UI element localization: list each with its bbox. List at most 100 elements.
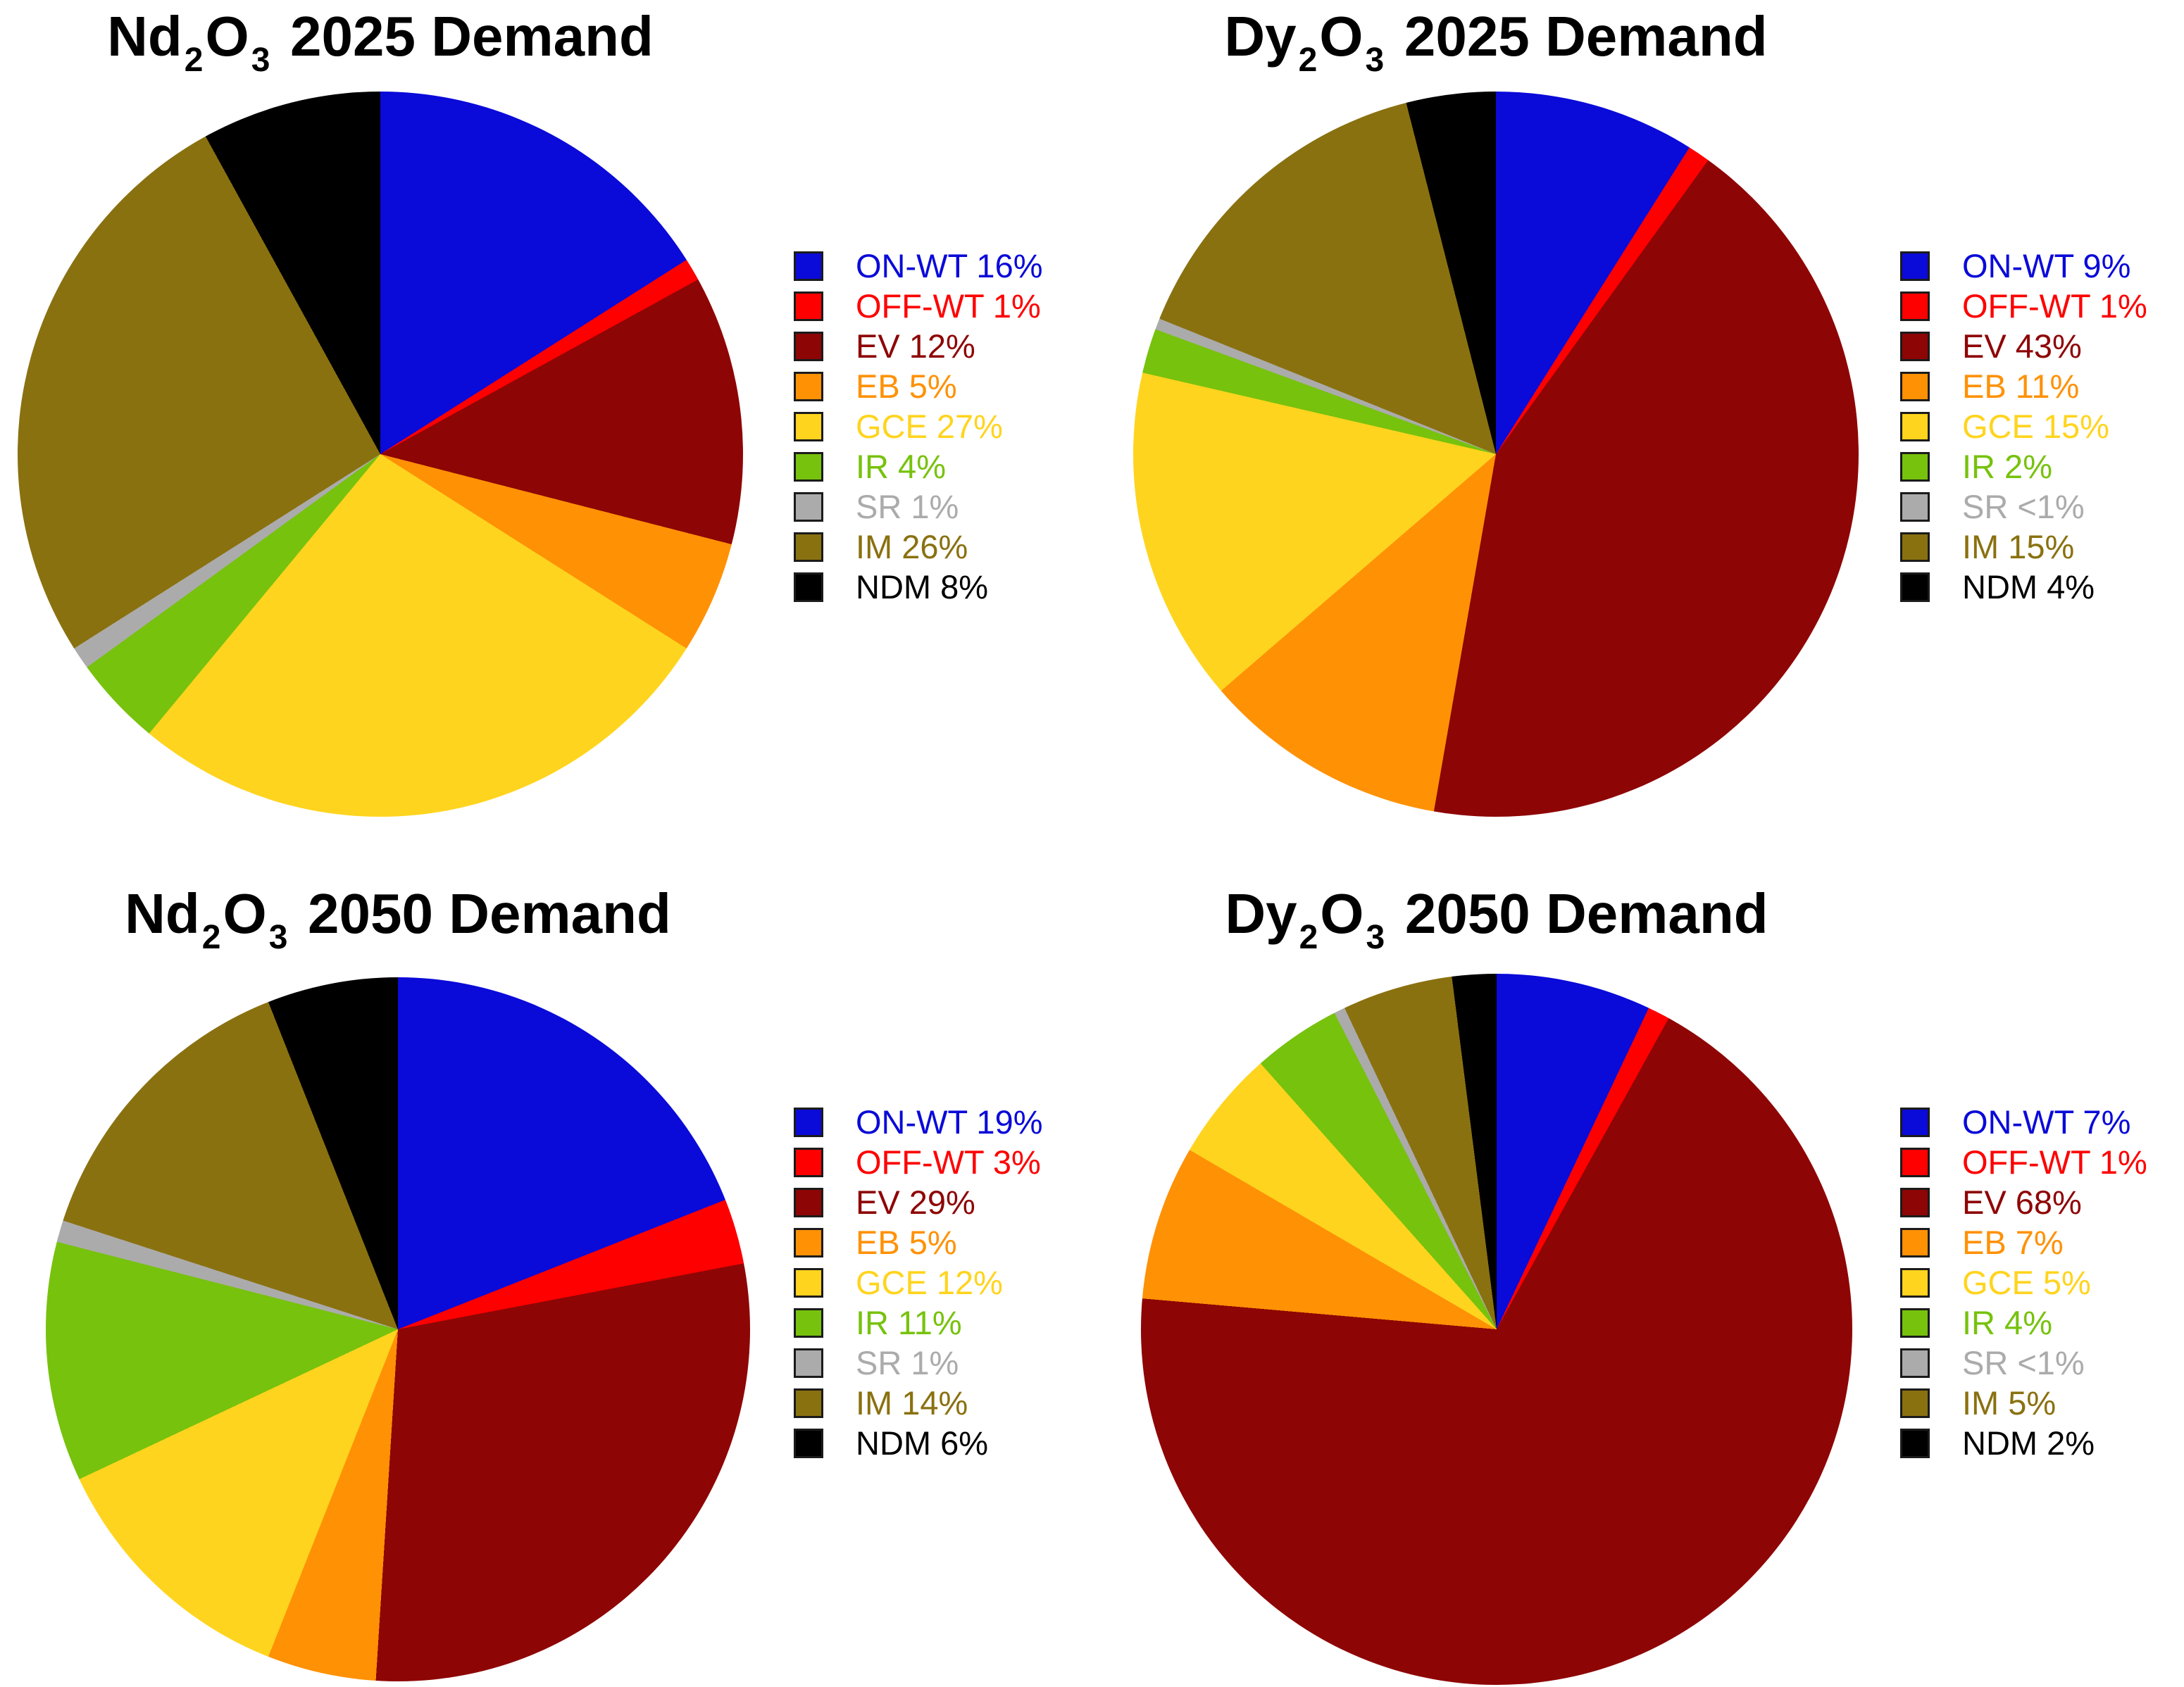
title-subscript: 2 bbox=[184, 41, 204, 79]
legend-nd2o3-2025: ON-WT 16% OFF-WT 1% EV 12% EB 5% GCE 27% IR 4… bbox=[794, 246, 1043, 607]
title-formula-element: Nd bbox=[125, 882, 200, 945]
title-rest: 2050 Demand bbox=[308, 882, 671, 945]
legend-item-gce: GCE 12% bbox=[794, 1262, 1043, 1303]
legend-label: IR 4% bbox=[1962, 1304, 2052, 1341]
legend-label: NDM 8% bbox=[856, 568, 989, 606]
legend-swatch-icon bbox=[794, 1348, 823, 1378]
legend-dy2o3-2050: ON-WT 7% OFF-WT 1% EV 68% EB 7% GCE 5% IR 4% S… bbox=[1900, 1102, 2147, 1463]
title-subscript: 3 bbox=[1366, 918, 1385, 956]
legend-item-sr: SR <1% bbox=[1900, 1343, 2147, 1383]
legend-label: OFF-WT 3% bbox=[856, 1143, 1041, 1181]
legend-item-ev: EV 43% bbox=[1900, 326, 2147, 366]
legend-swatch-icon bbox=[1900, 1147, 1930, 1177]
legend-swatch-icon bbox=[794, 1147, 823, 1177]
legend-label: EB 11% bbox=[1962, 368, 2080, 405]
legend-label: NDM 6% bbox=[856, 1424, 989, 1462]
legend-item-off-wt: OFF-WT 1% bbox=[1900, 286, 2147, 326]
title-formula-element: O bbox=[205, 5, 249, 68]
legend-item-eb: EB 11% bbox=[1900, 366, 2147, 406]
legend-item-ev: EV 12% bbox=[794, 326, 1043, 366]
legend-item-ir: IR 11% bbox=[794, 1303, 1043, 1343]
legend-label: NDM 4% bbox=[1962, 568, 2095, 606]
legend-label: GCE 12% bbox=[856, 1264, 1003, 1301]
legend-label: EB 5% bbox=[856, 368, 957, 405]
legend-swatch-icon bbox=[1900, 251, 1930, 281]
legend-item-ir: IR 4% bbox=[794, 446, 1043, 487]
pie-chart-nd2o3-2025 bbox=[18, 92, 743, 817]
legend-swatch-icon bbox=[1900, 532, 1930, 562]
title-subscript: 3 bbox=[268, 918, 288, 956]
legend-label: IR 4% bbox=[856, 448, 946, 485]
legend-label: SR <1% bbox=[1962, 1344, 2085, 1381]
legend-item-ev: EV 29% bbox=[794, 1182, 1043, 1222]
legend-item-gce: GCE 15% bbox=[1900, 406, 2147, 446]
legend-item-ev: EV 68% bbox=[1900, 1182, 2147, 1222]
pie-chart-dy2o3-2050 bbox=[1141, 974, 1852, 1685]
legend-swatch-icon bbox=[794, 532, 823, 562]
chart-title-dy2o3-2025: Dy2O3 2025 Demand bbox=[1133, 7, 1859, 78]
legend-label: OFF-WT 1% bbox=[1962, 1143, 2147, 1181]
legend-swatch-icon bbox=[1900, 331, 1930, 361]
legend-swatch-icon bbox=[1900, 371, 1930, 401]
legend-label: EV 29% bbox=[856, 1184, 975, 1221]
legend-swatch-icon bbox=[1900, 1307, 1930, 1338]
legend-item-ndm: NDM 2% bbox=[1900, 1423, 2147, 1463]
legend-label: EV 43% bbox=[1962, 327, 2082, 365]
legend-item-gce: GCE 27% bbox=[794, 406, 1043, 446]
title-formula-element: Nd bbox=[107, 5, 182, 68]
pie-chart-nd2o3-2050 bbox=[46, 977, 750, 1681]
legend-swatch-icon bbox=[1900, 1107, 1930, 1137]
legend-label: GCE 5% bbox=[1962, 1264, 2091, 1301]
legend-swatch-icon bbox=[794, 1107, 823, 1137]
legend-swatch-icon bbox=[794, 251, 823, 281]
chart-title-dy2o3-2050: Dy2O3 2050 Demand bbox=[1141, 884, 1852, 955]
legend-label: OFF-WT 1% bbox=[856, 287, 1041, 325]
legend-item-on-wt: ON-WT 19% bbox=[794, 1102, 1043, 1142]
title-formula-element: O bbox=[223, 882, 267, 945]
legend-label: EV 68% bbox=[1962, 1184, 2082, 1221]
legend-item-sr: SR 1% bbox=[794, 1343, 1043, 1383]
legend-label: EB 7% bbox=[1962, 1224, 2064, 1261]
legend-label: EB 5% bbox=[856, 1224, 957, 1261]
title-formula-element: O bbox=[1320, 882, 1364, 945]
legend-swatch-icon bbox=[1900, 1348, 1930, 1378]
legend-label: SR <1% bbox=[1962, 488, 2085, 525]
legend-item-im: IM 26% bbox=[794, 527, 1043, 567]
title-subscript: 3 bbox=[1365, 41, 1385, 79]
legend-item-eb: EB 5% bbox=[794, 366, 1043, 406]
legend-label: EV 12% bbox=[856, 327, 975, 365]
legend-swatch-icon bbox=[794, 1187, 823, 1217]
legend-swatch-icon bbox=[794, 1267, 823, 1298]
legend-label: GCE 27% bbox=[856, 408, 1003, 445]
legend-label: ON-WT 7% bbox=[1962, 1103, 2131, 1141]
legend-swatch-icon bbox=[794, 371, 823, 401]
legend-swatch-icon bbox=[1900, 572, 1930, 602]
title-subscript: 2 bbox=[201, 918, 221, 956]
legend-label: ON-WT 9% bbox=[1962, 247, 2131, 284]
legend-item-gce: GCE 5% bbox=[1900, 1262, 2147, 1303]
legend-item-on-wt: ON-WT 9% bbox=[1900, 246, 2147, 286]
legend-label: IR 2% bbox=[1962, 448, 2052, 485]
legend-label: IM 14% bbox=[856, 1384, 968, 1422]
pie-chart-dy2o3-2025 bbox=[1133, 92, 1859, 817]
legend-swatch-icon bbox=[794, 1428, 823, 1458]
legend-label: GCE 15% bbox=[1962, 408, 2109, 445]
legend-swatch-icon bbox=[1900, 1428, 1930, 1458]
legend-item-sr: SR <1% bbox=[1900, 487, 2147, 527]
title-rest: 2025 Demand bbox=[290, 5, 654, 68]
legend-item-im: IM 14% bbox=[794, 1383, 1043, 1423]
legend-item-sr: SR 1% bbox=[794, 487, 1043, 527]
legend-swatch-icon bbox=[1900, 291, 1930, 321]
legend-label: IM 15% bbox=[1962, 528, 2075, 565]
legend-label: SR 1% bbox=[856, 1344, 959, 1381]
title-subscript: 2 bbox=[1298, 41, 1318, 79]
legend-item-im: IM 15% bbox=[1900, 527, 2147, 567]
legend-item-on-wt: ON-WT 7% bbox=[1900, 1102, 2147, 1142]
legend-item-off-wt: OFF-WT 1% bbox=[794, 286, 1043, 326]
legend-item-ndm: NDM 6% bbox=[794, 1423, 1043, 1463]
legend-swatch-icon bbox=[1900, 1187, 1930, 1217]
legend-swatch-icon bbox=[794, 451, 823, 482]
legend-swatch-icon bbox=[794, 411, 823, 441]
legend-item-on-wt: ON-WT 16% bbox=[794, 246, 1043, 286]
legend-swatch-icon bbox=[1900, 1267, 1930, 1298]
